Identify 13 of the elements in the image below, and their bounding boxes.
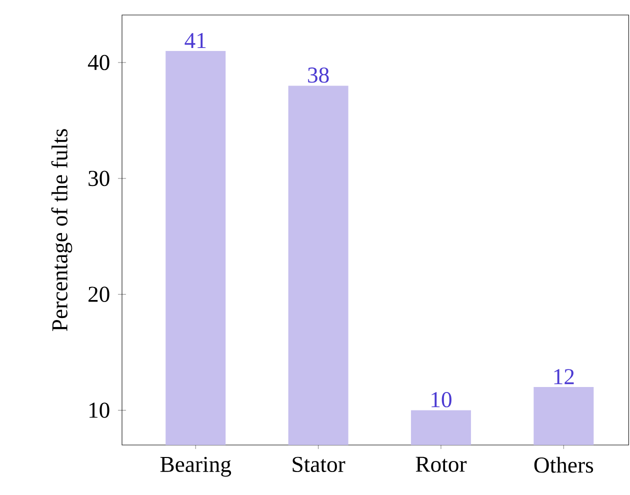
x-tick-label: Bearing bbox=[160, 456, 232, 477]
data-label: 12 bbox=[554, 369, 574, 384]
y-tick-label: 40 bbox=[88, 54, 110, 70]
y-tick-label: 10 bbox=[90, 402, 110, 418]
y-tick-label: 20 bbox=[88, 286, 110, 302]
x-tick-label: Stator bbox=[292, 456, 346, 472]
y-axis-title: Percentage of the fults bbox=[51, 129, 72, 331]
x-tick-label: Others bbox=[534, 456, 594, 473]
y-tick-label: 30 bbox=[88, 170, 110, 186]
data-label: 38 bbox=[308, 67, 329, 83]
data-label: 10 bbox=[432, 392, 452, 408]
data-label: 41 bbox=[184, 33, 206, 48]
x-tick-label: Rotor bbox=[416, 456, 467, 472]
